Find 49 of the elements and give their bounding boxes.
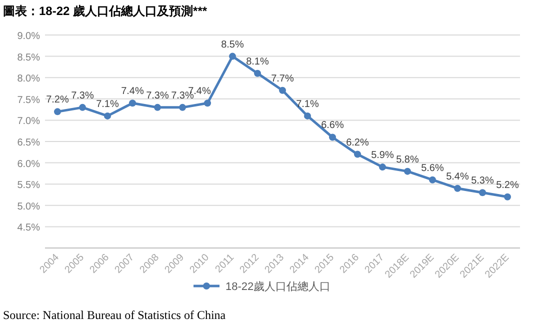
legend-label: 18-22歲人口佔總人口	[226, 280, 331, 293]
text: 5.4%	[446, 171, 469, 182]
point	[154, 104, 161, 111]
point	[279, 86, 286, 94]
point	[254, 70, 261, 77]
source-note: Source: National Bureau of Statistics of China	[3, 308, 226, 322]
point	[354, 150, 361, 158]
y-tick-label: 7.0%	[17, 116, 40, 128]
text: 7.2%	[46, 94, 69, 106]
text: 7.3%	[146, 90, 169, 102]
point	[104, 112, 111, 120]
text: 6.2%	[346, 137, 369, 148]
text: 7.1%	[96, 98, 119, 110]
point	[479, 189, 486, 196]
text: 8.1%	[246, 56, 269, 68]
y-tick-label: 6.5%	[17, 138, 40, 148]
text: 7.7%	[271, 73, 294, 84]
text: 6.6%	[321, 120, 344, 132]
point	[329, 134, 336, 141]
point	[54, 108, 61, 116]
text: 5.3%	[471, 176, 494, 187]
text: 7.3%	[71, 90, 94, 102]
chart-title: 圖表：18-22 歲人口佔總人口及預測***	[3, 4, 208, 18]
text: 5.8%	[396, 154, 419, 166]
y-tick-label: 4.5%	[17, 222, 40, 234]
text: 5.6%	[421, 162, 444, 174]
y-tick-label: 6.0%	[17, 158, 40, 170]
point	[429, 176, 436, 184]
point	[129, 100, 136, 107]
point	[204, 100, 211, 107]
point	[179, 104, 186, 111]
y-tick-label: 7.5%	[17, 94, 40, 106]
point	[504, 193, 511, 200]
y-tick-label: 5.0%	[17, 201, 40, 212]
text: 8.5%	[221, 39, 244, 50]
point	[379, 164, 386, 171]
text: 7.4%	[121, 86, 144, 98]
y-tick-label: 5.5%	[17, 180, 40, 192]
y-tick-label: 8.0%	[17, 74, 40, 85]
point	[404, 168, 411, 175]
text: 5.9%	[371, 150, 394, 162]
point	[79, 104, 86, 111]
point	[229, 52, 236, 60]
text: 5.2%	[496, 180, 519, 191]
point	[454, 184, 461, 192]
point	[304, 112, 311, 120]
y-tick-label: 8.5%	[17, 52, 40, 64]
text: 7.1%	[296, 98, 319, 110]
y-tick-label: 9.0%	[17, 31, 40, 42]
